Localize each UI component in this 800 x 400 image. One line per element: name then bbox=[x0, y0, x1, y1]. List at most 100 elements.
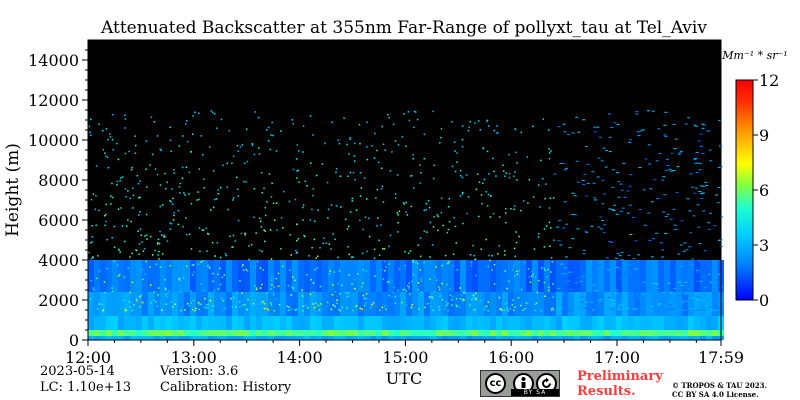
heatmap-cell bbox=[478, 336, 484, 340]
heatmap-speckle bbox=[201, 260, 204, 262]
heatmap-speckle bbox=[406, 284, 409, 287]
heatmap-cell bbox=[658, 316, 664, 330]
heatmap-cell bbox=[244, 260, 250, 292]
heatmap-speckle bbox=[720, 216, 724, 218]
x-tick-label: 14:00 bbox=[277, 348, 323, 367]
heatmap-speckle bbox=[374, 132, 376, 135]
heatmap-cell bbox=[574, 316, 580, 330]
heatmap-speckle bbox=[365, 270, 368, 272]
heatmap-speckle bbox=[616, 253, 620, 255]
heatmap-cell bbox=[268, 336, 274, 340]
heatmap-speckle bbox=[178, 279, 181, 281]
heatmap-speckle bbox=[645, 296, 649, 298]
heatmap-speckle bbox=[243, 180, 245, 183]
heatmap-speckle bbox=[611, 275, 615, 277]
heatmap-speckle bbox=[699, 280, 703, 282]
heatmap-speckle bbox=[364, 297, 367, 300]
heatmap-speckle bbox=[420, 280, 423, 283]
heatmap-speckle bbox=[153, 299, 155, 301]
heatmap-speckle bbox=[237, 219, 240, 222]
heatmap-cell bbox=[676, 316, 682, 330]
heatmap-speckle bbox=[634, 268, 638, 270]
heatmap-speckle bbox=[504, 270, 507, 272]
heatmap-speckle bbox=[608, 136, 612, 138]
heatmap-speckle bbox=[164, 235, 166, 238]
heatmap-speckle bbox=[549, 271, 552, 273]
heatmap-cell bbox=[232, 336, 238, 340]
heatmap-speckle bbox=[451, 299, 453, 301]
heatmap-speckle bbox=[608, 151, 612, 153]
heatmap-cell bbox=[136, 336, 142, 340]
heatmap-cell bbox=[292, 292, 298, 316]
heatmap-cell bbox=[250, 316, 256, 330]
heatmap-cell bbox=[124, 336, 130, 340]
heatmap-speckle bbox=[168, 290, 170, 293]
heatmap-speckle bbox=[646, 110, 650, 112]
heatmap-speckle bbox=[563, 201, 567, 203]
heatmap-cell bbox=[388, 316, 394, 330]
heatmap-speckle bbox=[500, 309, 503, 312]
heatmap-speckle bbox=[127, 190, 129, 192]
heatmap-speckle bbox=[577, 131, 581, 133]
heatmap-cell bbox=[130, 330, 136, 336]
heatmap-cell bbox=[688, 260, 694, 292]
heatmap-cell bbox=[358, 292, 364, 316]
heatmap-speckle bbox=[232, 155, 235, 158]
heatmap-speckle bbox=[241, 144, 244, 146]
heatmap-cell bbox=[292, 316, 298, 330]
heatmap-speckle bbox=[116, 180, 119, 183]
heatmap-speckle bbox=[328, 273, 331, 275]
heatmap-cell bbox=[154, 336, 160, 340]
heatmap-layer bbox=[88, 110, 724, 340]
heatmap-speckle bbox=[261, 301, 263, 304]
heatmap-speckle bbox=[511, 304, 514, 306]
heatmap-cell bbox=[202, 330, 208, 336]
heatmap-speckle bbox=[550, 256, 553, 259]
heatmap-cell bbox=[622, 260, 628, 292]
heatmap-speckle bbox=[292, 122, 294, 125]
heatmap-speckle bbox=[237, 150, 239, 152]
heatmap-speckle bbox=[580, 296, 584, 298]
heatmap-speckle bbox=[344, 218, 347, 221]
heatmap-speckle bbox=[582, 253, 586, 255]
heatmap-speckle bbox=[367, 217, 370, 220]
heatmap-speckle bbox=[432, 110, 434, 113]
heatmap-cell bbox=[442, 292, 448, 316]
heatmap-cell bbox=[226, 292, 232, 316]
heatmap-cell bbox=[562, 260, 568, 292]
heatmap-cell bbox=[178, 336, 184, 340]
heatmap-speckle bbox=[394, 302, 397, 304]
heatmap-speckle bbox=[531, 270, 533, 273]
heatmap-cell bbox=[646, 316, 652, 330]
heatmap-speckle bbox=[693, 124, 697, 126]
heatmap-speckle bbox=[540, 309, 542, 312]
colorbar-tick-label: 12 bbox=[759, 71, 779, 90]
heatmap-speckle bbox=[488, 173, 490, 175]
heatmap-speckle bbox=[650, 306, 654, 308]
heatmap-cell bbox=[634, 336, 640, 340]
heatmap-cell bbox=[136, 330, 142, 336]
heatmap-cell bbox=[88, 330, 94, 336]
heatmap-speckle bbox=[373, 157, 376, 159]
heatmap-speckle bbox=[610, 241, 614, 243]
heatmap-speckle bbox=[139, 295, 141, 298]
heatmap-speckle bbox=[471, 298, 473, 301]
heatmap-cell bbox=[544, 336, 550, 340]
heatmap-speckle bbox=[714, 309, 718, 311]
heatmap-speckle bbox=[120, 207, 122, 209]
heatmap-cell bbox=[160, 330, 166, 336]
heatmap-cell bbox=[538, 292, 544, 316]
heatmap-speckle bbox=[200, 261, 202, 263]
heatmap-speckle bbox=[351, 283, 353, 285]
heatmap-speckle bbox=[286, 305, 288, 308]
heatmap-speckle bbox=[557, 126, 561, 128]
heatmap-speckle bbox=[708, 228, 712, 230]
heatmap-speckle bbox=[265, 292, 268, 294]
heatmap-speckle bbox=[106, 238, 108, 241]
heatmap-cell bbox=[274, 260, 280, 292]
heatmap-speckle bbox=[698, 243, 702, 245]
heatmap-cell bbox=[388, 336, 394, 340]
heatmap-speckle bbox=[397, 289, 399, 292]
heatmap-speckle bbox=[670, 152, 674, 154]
heatmap-speckle bbox=[597, 226, 601, 228]
